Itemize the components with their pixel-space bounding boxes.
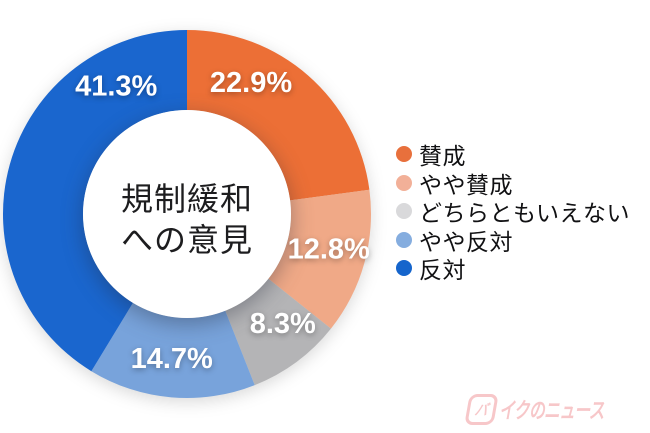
legend-item-oppose: 反対	[396, 254, 630, 283]
pie-slice-4	[2, 29, 188, 372]
legend-item-neutral: どちらともいえない	[396, 197, 630, 226]
chart-center-title: 規制緩和 への意見	[121, 179, 253, 261]
slice-percent-label-4: 41.3%	[75, 70, 157, 102]
legend-item-somewhat-approve: やや賛成	[396, 169, 630, 198]
legend-item-somewhat-oppose: やや反対	[396, 226, 630, 255]
legend-label-neutral: どちらともいえない	[419, 200, 631, 227]
slice-percent-label-3: 14.7%	[131, 343, 213, 375]
legend-swatch-oppose	[396, 260, 412, 277]
pie-slice-2	[225, 278, 331, 386]
chart-center-title-line2: への意見	[120, 222, 254, 258]
pie-slice-1	[268, 189, 371, 329]
legend-item-approve: 賛成	[396, 140, 630, 169]
donut-slices	[2, 29, 371, 399]
slice-percent-label-0: 22.9%	[210, 67, 292, 99]
slice-percent-labels: 22.9% 12.8% 8.3% 14.7% 41.3%	[75, 67, 370, 375]
site-watermark-bike-news: バ イクのニュース	[463, 393, 644, 425]
chart-center-title-line1: 規制緩和	[120, 181, 254, 217]
chart-legend: 賛成 やや賛成 どちらともいえない やや反対 反対	[396, 140, 630, 283]
legend-label-oppose: 反対	[419, 257, 466, 284]
watermark-logo-char: バ	[472, 401, 489, 419]
slice-percent-label-1: 12.8%	[288, 233, 370, 265]
legend-swatch-somewhat-approve	[396, 174, 412, 191]
legend-label-approve: 賛成	[419, 143, 466, 170]
legend-label-somewhat-approve: やや賛成	[419, 171, 513, 198]
watermark-logo-icon: バ	[463, 393, 499, 425]
legend-swatch-neutral	[396, 203, 412, 220]
watermark-logo-text: イクのニュース	[498, 398, 604, 423]
legend-swatch-somewhat-oppose	[396, 231, 412, 248]
legend-swatch-approve	[396, 146, 412, 163]
donut-center-hole	[83, 110, 291, 318]
legend-label-somewhat-oppose: やや反対	[419, 228, 513, 255]
pie-slice-3	[91, 302, 255, 399]
slice-percent-label-2: 8.3%	[250, 308, 316, 340]
pie-slice-0	[187, 30, 370, 201]
